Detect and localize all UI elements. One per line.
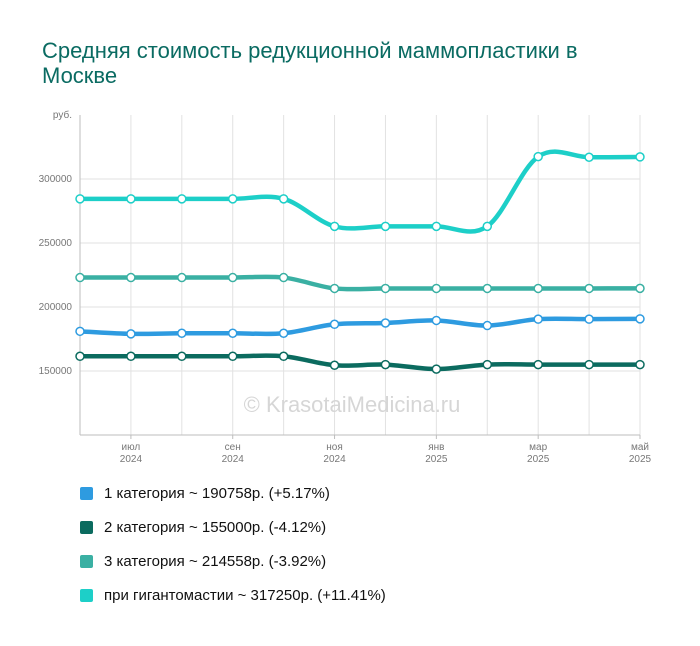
- data-point-series-2: [177, 351, 187, 362]
- grid: [79, 115, 641, 435]
- data-point-series-3: [533, 283, 543, 294]
- data-point-series-1: [278, 328, 289, 338]
- legend-swatch: [80, 521, 93, 534]
- y-unit-label: руб.: [53, 109, 72, 121]
- data-point-series-4: [329, 221, 340, 232]
- data-point-series-1: [75, 326, 85, 337]
- watermark: © KrasotaiMedicina.ru: [244, 392, 461, 417]
- x-tick-label-month: май: [631, 442, 649, 453]
- data-point-series-3: [431, 283, 442, 294]
- y-tick-label: 200000: [39, 302, 73, 313]
- x-tick-label-month: мар: [529, 442, 547, 453]
- data-point-series-3: [126, 272, 136, 283]
- data-point-series-2: [278, 351, 289, 362]
- data-point-series-2: [635, 359, 645, 370]
- data-point-series-4: [431, 221, 442, 232]
- x-tick-label-month: ноя: [326, 442, 343, 453]
- data-point-series-3: [75, 272, 85, 283]
- series-line-1: [77, 316, 643, 337]
- x-tick-label-year: 2024: [222, 454, 245, 465]
- x-tick-label-year: 2024: [323, 454, 346, 465]
- data-point-series-1: [533, 314, 543, 324]
- data-point-series-2: [227, 351, 238, 362]
- data-point-series-3: [380, 283, 391, 294]
- legend-label: 1 категория ~ 190758р. (+5.17%): [104, 485, 330, 502]
- data-point-series-2: [533, 359, 543, 370]
- data-point-series-3: [482, 283, 493, 294]
- data-point-series-4: [75, 194, 85, 204]
- data-point-series-3: [227, 272, 238, 283]
- legend-swatch: [80, 555, 93, 568]
- legend-label: 3 категория ~ 214558р. (-3.92%): [104, 553, 327, 570]
- x-tick-label-year: 2025: [425, 454, 448, 465]
- y-tick-label: 150000: [39, 366, 73, 377]
- data-point-series-4: [482, 221, 493, 232]
- data-point-series-2: [584, 359, 594, 370]
- legend-label: при гигантомастии ~ 317250р. (+11.41%): [104, 587, 386, 604]
- data-point-series-1: [380, 318, 391, 328]
- data-point-series-2: [380, 359, 391, 370]
- data-point-series-4: [635, 152, 645, 162]
- data-point-series-4: [278, 194, 289, 204]
- data-point-series-2: [482, 359, 493, 370]
- x-tick-label-year: 2025: [629, 454, 652, 465]
- series-lines: [77, 149, 643, 372]
- data-point-series-3: [584, 283, 594, 294]
- x-tick-label-month: сен: [225, 442, 241, 453]
- data-point-series-2: [431, 364, 442, 374]
- data-point-series-4: [533, 151, 543, 162]
- data-point-series-3: [329, 283, 340, 294]
- data-point-series-3: [278, 272, 289, 283]
- legend-label: 2 категория ~ 155000р. (-4.12%): [104, 519, 327, 536]
- chart-title: Средняя стоимость редукционной маммоплас…: [42, 38, 578, 88]
- data-point-series-2: [126, 351, 136, 362]
- data-point-series-4: [177, 194, 187, 204]
- legend-swatch: [80, 589, 93, 602]
- axes: 150000200000250000300000руб.июл2024сен20…: [39, 109, 652, 465]
- data-point-series-2: [75, 351, 85, 362]
- data-point-series-1: [482, 320, 493, 331]
- y-tick-label: 300000: [39, 174, 73, 185]
- x-tick-label-month: июл: [122, 442, 141, 453]
- data-point-series-1: [635, 314, 645, 324]
- data-point-series-1: [126, 329, 136, 339]
- data-point-series-4: [126, 194, 136, 204]
- data-point-series-4: [584, 152, 594, 162]
- x-tick-label-year: 2024: [120, 454, 143, 465]
- x-tick-label-year: 2025: [527, 454, 550, 465]
- x-tick-label-month: янв: [428, 442, 444, 453]
- legend-swatch: [80, 487, 93, 500]
- data-point-series-1: [177, 328, 187, 338]
- series-line-4: [77, 149, 643, 234]
- data-point-series-2: [329, 360, 340, 370]
- data-point-series-1: [584, 314, 594, 324]
- y-tick-label: 250000: [39, 238, 73, 249]
- series-line-3: [77, 274, 643, 292]
- data-points: [75, 151, 645, 374]
- data-point-series-4: [380, 221, 391, 232]
- data-point-series-3: [177, 272, 187, 283]
- data-point-series-4: [227, 194, 238, 204]
- data-point-series-3: [635, 283, 645, 294]
- data-point-series-1: [227, 328, 238, 338]
- series-line-2: [77, 353, 643, 372]
- data-point-series-1: [329, 319, 340, 330]
- data-point-series-1: [431, 315, 442, 326]
